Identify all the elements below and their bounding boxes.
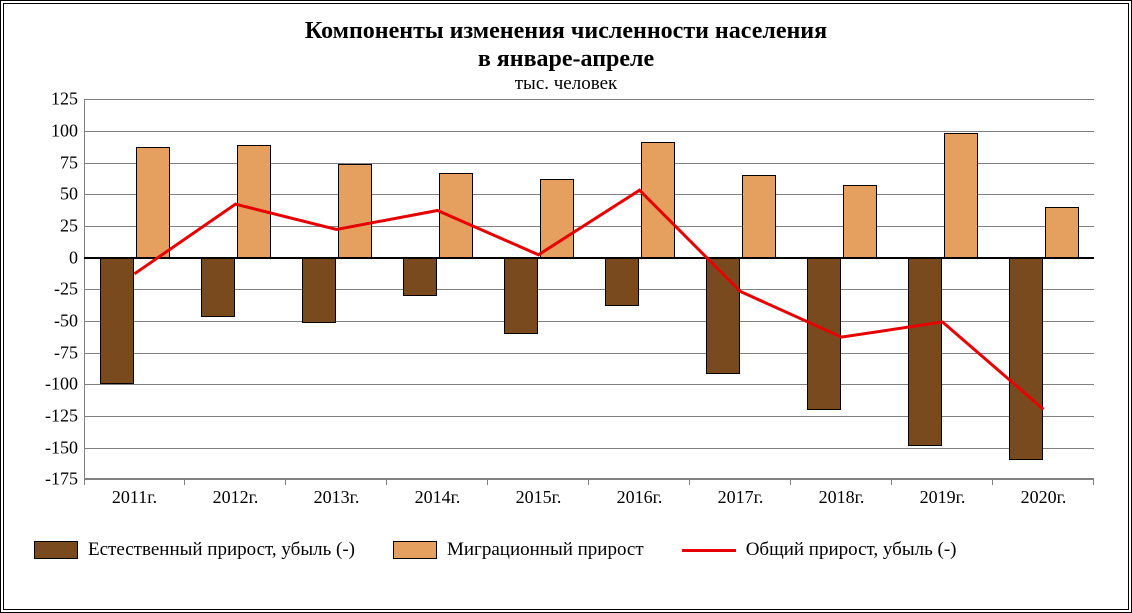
bar-natural: [201, 258, 235, 318]
bar-natural: [706, 258, 740, 375]
legend-label-natural: Естественный прирост, убыль (-): [88, 539, 355, 561]
y-tick-label: 75: [28, 152, 78, 173]
bar-natural: [302, 258, 336, 324]
x-tick-label: 2020г.: [1021, 487, 1067, 508]
x-tick-mark: [84, 479, 85, 485]
y-tick-label: -100: [28, 374, 78, 395]
x-tick-mark: [992, 479, 993, 485]
bar-migration: [439, 173, 473, 258]
bar-natural: [1009, 258, 1043, 461]
bar-natural: [403, 258, 437, 296]
plot-area: -175-150-125-100-75-50-250255075100125: [84, 99, 1094, 479]
title-block: Компоненты изменения численности населен…: [24, 18, 1108, 95]
y-tick-label: 50: [28, 184, 78, 205]
bar-migration: [843, 185, 877, 257]
subtitle: тыс. человек: [24, 73, 1108, 95]
bar-natural: [908, 258, 942, 447]
gridline: [84, 289, 1094, 290]
y-tick-label: 100: [28, 120, 78, 141]
chart-area: -175-150-125-100-75-50-250255075100125 2…: [24, 99, 1108, 517]
y-tick-label: -125: [28, 405, 78, 426]
x-tick-label: 2019г.: [920, 487, 966, 508]
legend-item-total: Общий прирост, убыль (-): [682, 539, 957, 561]
gridline: [84, 257, 1094, 259]
x-tick-label: 2013г.: [314, 487, 360, 508]
legend-item-migration: Миграционный прирост: [393, 539, 644, 561]
gridline: [84, 163, 1094, 164]
gridline: [84, 353, 1094, 354]
title-line-2: в январе-апреле: [24, 46, 1108, 74]
x-tick-label: 2018г.: [819, 487, 865, 508]
bar-natural: [605, 258, 639, 306]
legend-swatch-migration: [393, 541, 437, 559]
x-tick-mark: [689, 479, 690, 485]
x-tick-label: 2014г.: [415, 487, 461, 508]
bar-natural: [807, 258, 841, 410]
y-tick-label: -150: [28, 437, 78, 458]
y-tick-label: 125: [28, 89, 78, 110]
bar-migration: [237, 145, 271, 258]
y-tick-label: -175: [28, 469, 78, 490]
bar-migration: [641, 142, 675, 257]
bar-natural: [504, 258, 538, 334]
y-tick-label: 0: [28, 247, 78, 268]
x-tick-mark: [1093, 479, 1094, 485]
gridline: [84, 226, 1094, 227]
legend-swatch-total: [682, 549, 736, 552]
x-axis: 2011г. 2012г. 2013г. 2014г. 2015г. 2016г. 2017…: [84, 479, 1094, 517]
x-tick-mark: [487, 479, 488, 485]
chart-container: Компоненты изменения численности населен…: [0, 0, 1132, 613]
gridline: [84, 448, 1094, 449]
bar-migration: [136, 147, 170, 257]
bar-natural: [100, 258, 134, 385]
y-tick-label: -50: [28, 310, 78, 331]
x-tick-mark: [184, 479, 185, 485]
gridline: [84, 131, 1094, 132]
title-line-1: Компоненты изменения численности населен…: [24, 18, 1108, 46]
x-tick-mark: [285, 479, 286, 485]
x-tick-label: 2015г.: [516, 487, 562, 508]
legend-label-total: Общий прирост, убыль (-): [746, 539, 957, 561]
x-tick-mark: [790, 479, 791, 485]
legend-label-migration: Миграционный прирост: [447, 539, 644, 561]
bar-migration: [742, 175, 776, 257]
legend: Естественный прирост, убыль (-) Миграцио…: [34, 539, 1108, 561]
x-tick-mark: [588, 479, 589, 485]
gridline: [84, 99, 1094, 100]
x-tick-label: 2011г.: [112, 487, 157, 508]
y-tick-label: -25: [28, 279, 78, 300]
legend-item-natural: Естественный прирост, убыль (-): [34, 539, 355, 561]
x-tick-mark: [386, 479, 387, 485]
bar-migration: [1045, 207, 1079, 258]
x-tick-label: 2012г.: [213, 487, 259, 508]
gridline: [84, 194, 1094, 195]
y-tick-label: -75: [28, 342, 78, 363]
x-tick-label: 2016г.: [617, 487, 663, 508]
bar-migration: [944, 133, 978, 257]
gridline: [84, 321, 1094, 322]
bar-migration: [540, 179, 574, 258]
legend-swatch-natural: [34, 541, 78, 559]
bar-migration: [338, 164, 372, 258]
x-tick-label: 2017г.: [718, 487, 764, 508]
y-tick-label: 25: [28, 215, 78, 236]
gridline: [84, 384, 1094, 385]
x-tick-mark: [891, 479, 892, 485]
gridline: [84, 416, 1094, 417]
